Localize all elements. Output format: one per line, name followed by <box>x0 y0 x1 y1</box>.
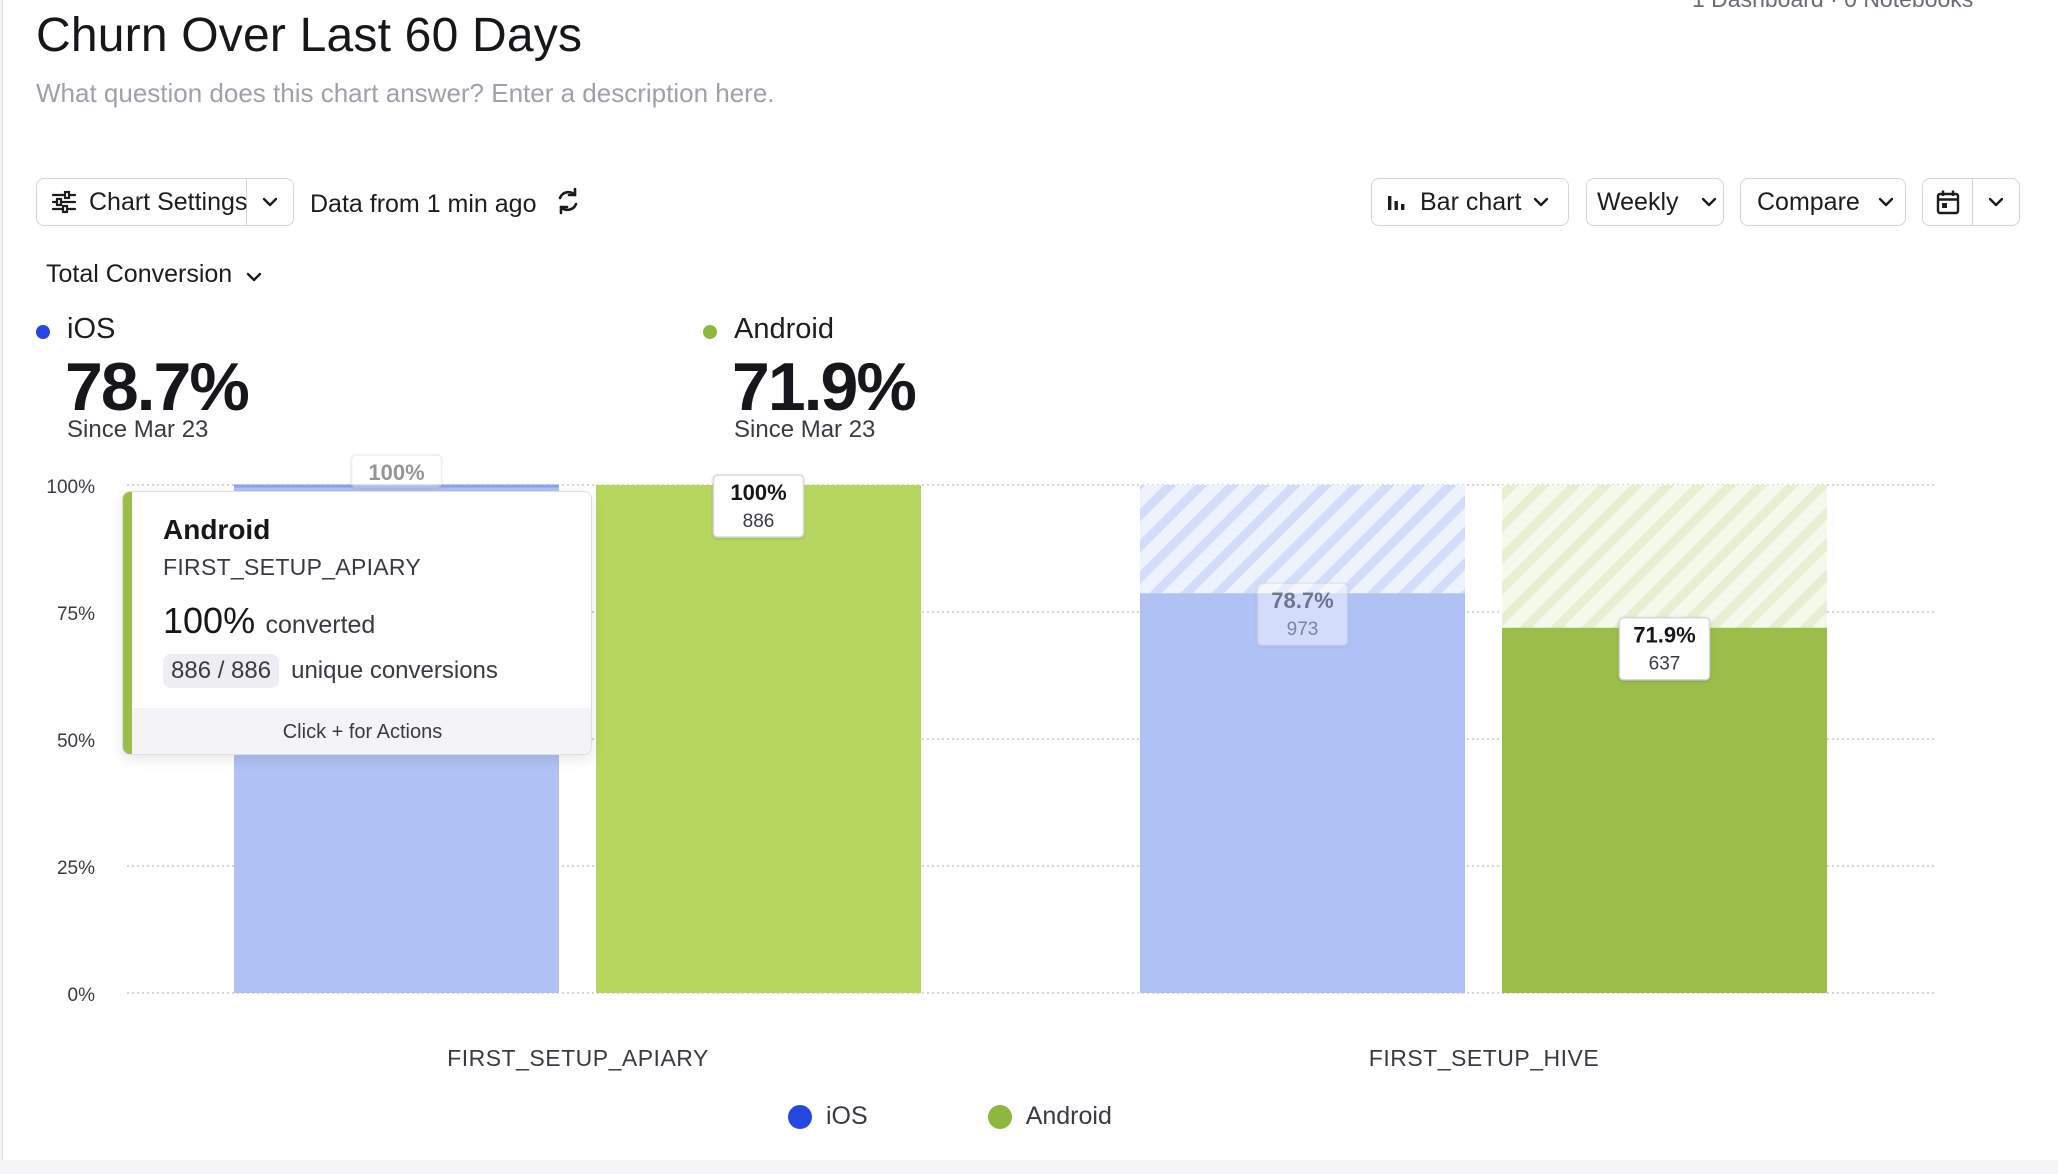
y-tick-label: 25% <box>57 858 95 879</box>
chart-settings-dropdown-button[interactable] <box>247 179 293 225</box>
tooltip-rate-label: converted <box>265 611 376 639</box>
bar-chart-icon <box>1386 192 1408 212</box>
data-label-ios: 78.7% 973 <box>1256 582 1349 646</box>
chevron-down-icon <box>246 260 262 289</box>
chevron-down-icon <box>262 197 278 207</box>
tooltip-count-label: unique conversions <box>291 657 498 684</box>
dropoff-hatch-android <box>1502 485 1827 628</box>
kpi-android-since: Since Mar 23 <box>734 416 876 443</box>
bar-tooltip: Android FIRST_SETUP_APIARY 100% converte… <box>122 491 592 755</box>
data-label-value: 100% <box>730 480 786 505</box>
metric-label: Total Conversion <box>46 260 233 288</box>
data-label-value: 71.9% <box>1633 623 1695 648</box>
kpi-android-value: 71.9% <box>732 349 917 425</box>
data-label-box <box>350 454 443 488</box>
data-label-count: 973 <box>1287 619 1319 640</box>
legend-item-ios[interactable]: iOS <box>788 1102 868 1131</box>
bar-android <box>596 485 921 993</box>
tooltip-count-row: 886 / 886 unique conversions <box>163 654 498 688</box>
legend-label-android: Android <box>1025 1102 1112 1130</box>
chart-type-label: Bar chart <box>1420 187 1522 216</box>
date-range-dropdown-button[interactable] <box>1973 179 2019 225</box>
page-title[interactable]: Churn Over Last 60 Days <box>36 9 583 62</box>
data-label-android: 71.9% 637 <box>1618 616 1711 681</box>
tooltip-rate-value: 100% <box>163 600 256 641</box>
y-tick-label: 75% <box>57 604 95 625</box>
tooltip-step-name: FIRST_SETUP_APIARY <box>163 554 422 580</box>
calendar-icon <box>1936 189 1960 215</box>
data-freshness-label: Data from 1 min ago <box>310 190 537 218</box>
y-tick-label: 50% <box>57 731 95 752</box>
compare-label: Compare <box>1757 187 1860 216</box>
kpi-ios-name: iOS <box>67 313 116 345</box>
tooltip-count-badge: 886 / 886 <box>163 654 280 688</box>
tooltip-series-name: Android <box>163 514 271 545</box>
x-category-label: FIRST_SETUP_APIARY <box>447 1045 709 1071</box>
date-range-button[interactable] <box>1923 179 1973 225</box>
description-field[interactable]: What question does this chart answer? En… <box>36 78 775 108</box>
kpi-android-name: Android <box>734 313 834 345</box>
tooltip-rate: 100% converted <box>163 600 375 642</box>
tooltip-actions-hint[interactable]: Click + for Actions <box>132 708 591 754</box>
refresh-icon[interactable] <box>553 186 583 216</box>
dropoff-hatch-ios <box>1140 485 1465 594</box>
chart-settings-group: Chart Settings <box>36 178 294 226</box>
kpi-ios-since: Since Mar 23 <box>67 416 209 443</box>
kpi-ios-value: 78.7% <box>65 349 250 425</box>
sliders-icon <box>51 190 77 214</box>
interval-dropdown[interactable]: Weekly <box>1586 178 1724 226</box>
kpi-ios-dot <box>36 325 50 339</box>
y-tick-label: 0% <box>68 985 96 1006</box>
compare-dropdown[interactable]: Compare <box>1740 178 1906 226</box>
data-label-count: 637 <box>1649 654 1681 675</box>
chart-legend: iOS Android <box>788 1102 1112 1131</box>
x-category-label: FIRST_SETUP_HIVE <box>1369 1045 1599 1071</box>
chevron-down-icon <box>1533 197 1549 207</box>
bar-ios <box>1140 593 1465 993</box>
data-label-android: 100% 886 <box>712 474 805 538</box>
data-label-box <box>1618 616 1711 681</box>
legend-swatch-ios <box>788 1104 812 1129</box>
data-label-value: 78.7% <box>1271 588 1333 613</box>
chart-settings-label: Chart Settings <box>89 187 248 216</box>
tooltip-accent <box>123 492 132 754</box>
y-tick-label: 100% <box>46 477 95 498</box>
legend-label-ios: iOS <box>826 1102 868 1130</box>
chart-settings-button[interactable]: Chart Settings <box>37 179 247 225</box>
chevron-down-icon <box>1988 197 2004 207</box>
related-content-link[interactable]: 1 Dashboard · 0 Notebooks <box>1692 0 1973 13</box>
data-label-count: 886 <box>743 511 775 532</box>
metric-dropdown[interactable]: Total Conversion <box>46 260 262 289</box>
interval-label: Weekly <box>1597 187 1679 216</box>
chevron-down-icon <box>1878 197 1894 207</box>
legend-swatch-android <box>987 1104 1012 1129</box>
kpi-android-dot <box>703 325 717 339</box>
data-label-value: 100% <box>368 460 424 485</box>
date-range-group <box>1922 178 2020 226</box>
chevron-down-icon <box>1701 197 1717 207</box>
data-label-box <box>712 474 805 538</box>
data-label-ios: 100% <box>350 454 443 488</box>
legend-item-android[interactable]: Android <box>987 1102 1112 1131</box>
chart-type-dropdown[interactable]: Bar chart <box>1371 178 1569 226</box>
data-label-box <box>1256 582 1349 646</box>
bar-android <box>1502 627 1827 993</box>
